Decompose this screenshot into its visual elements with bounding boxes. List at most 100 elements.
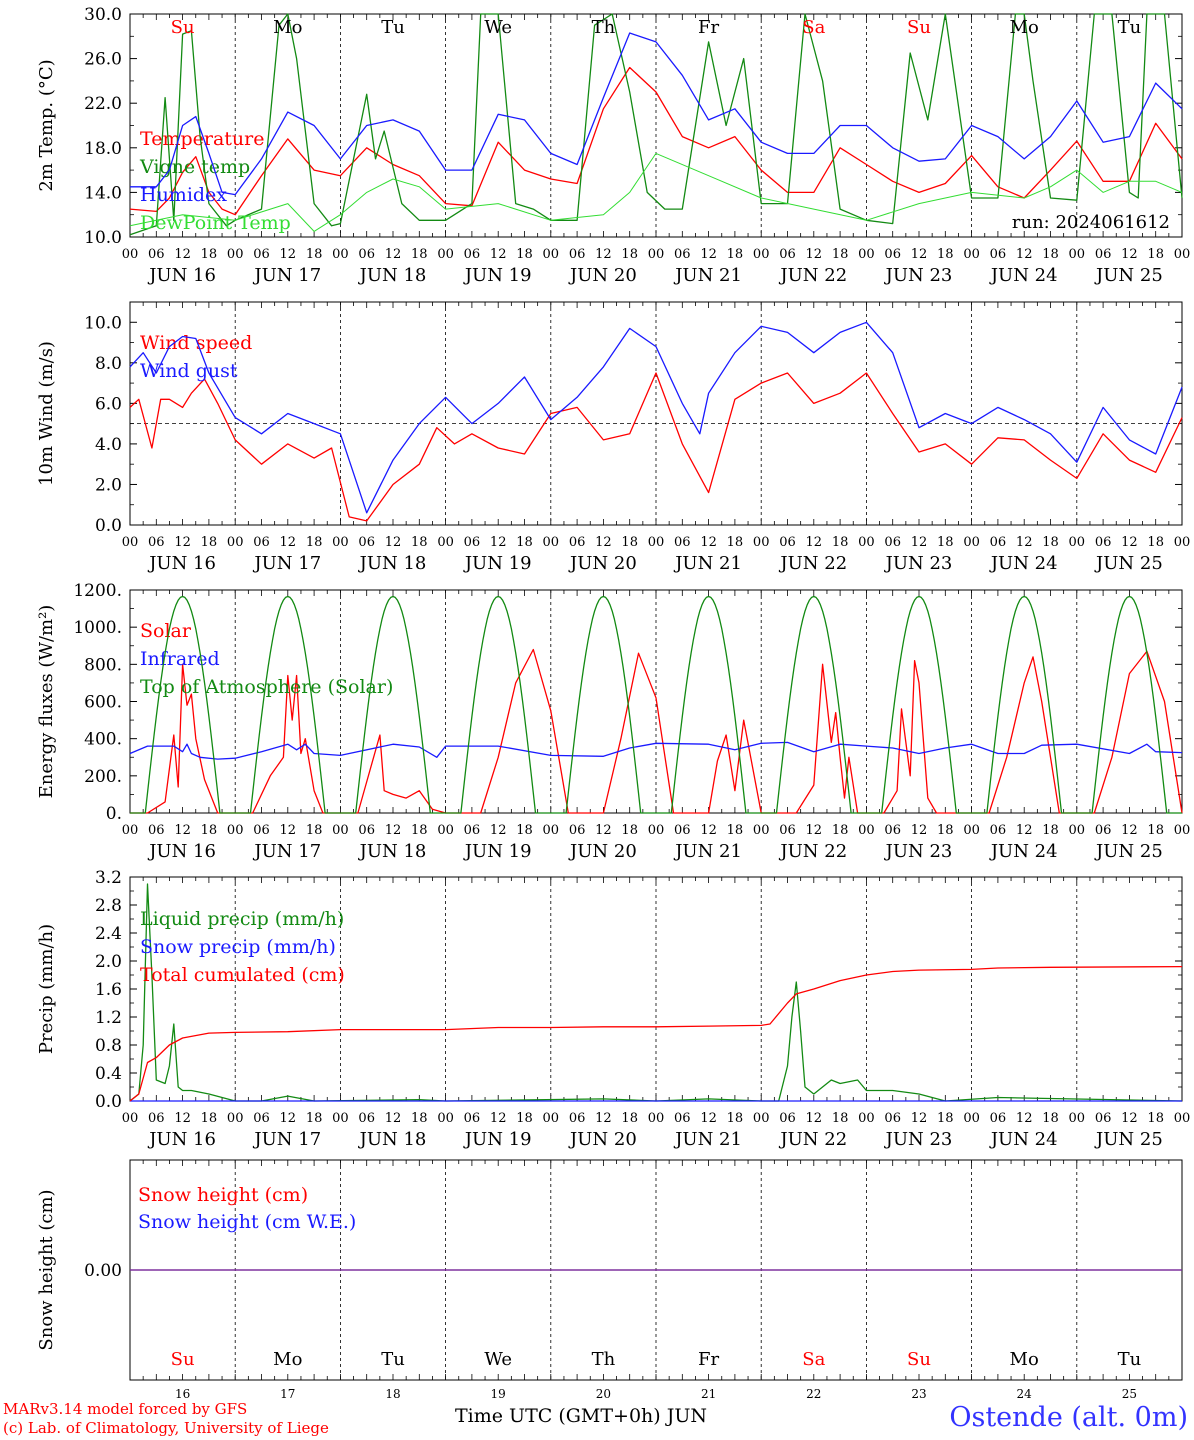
hour-tick-label: 18	[516, 823, 533, 838]
date-label: JUN 20	[568, 553, 637, 574]
date-label: JUN 16	[147, 265, 216, 286]
hour-tick-label: 12	[385, 535, 402, 550]
hour-tick-label: 18	[727, 1111, 744, 1126]
date-label: JUN 22	[778, 553, 847, 574]
hour-tick-label: 00	[437, 535, 454, 550]
legend-entry: Liquid precip (mm/h)	[140, 908, 344, 930]
series-line-wind-speed	[129, 372, 1183, 522]
hour-tick-label: 18	[621, 535, 638, 550]
day-number-label: 23	[911, 1387, 926, 1401]
date-label: JUN 18	[358, 265, 427, 286]
date-label: JUN 19	[463, 553, 532, 574]
hour-tick-label: 06	[358, 247, 375, 262]
day-number-label: 24	[1017, 1387, 1033, 1401]
hour-tick-label: 00	[543, 1111, 560, 1126]
hour-tick-label: 00	[543, 535, 560, 550]
hour-tick-label: 12	[1016, 247, 1033, 262]
legend-entry: Temperature	[140, 128, 264, 150]
date-label: JUN 17	[252, 841, 321, 862]
hour-tick-label: 12	[490, 247, 507, 262]
hour-tick-label: 12	[806, 247, 823, 262]
y-tick-label: 18.0	[84, 139, 122, 159]
hour-tick-label: 00	[122, 535, 139, 550]
y-tick-label: 0.0	[95, 516, 122, 536]
hour-tick-label: 18	[201, 247, 218, 262]
date-label: JUN 17	[252, 265, 321, 286]
hour-tick-label: 06	[148, 823, 165, 838]
hour-tick-label: 06	[990, 1111, 1007, 1126]
hour-tick-label: 12	[911, 823, 928, 838]
series-line-dewpoint-temp	[129, 152, 1183, 232]
hour-tick-label: 00	[963, 247, 980, 262]
hour-tick-label: 00	[227, 247, 244, 262]
date-label: JUN 21	[673, 265, 742, 286]
hour-tick-label: 06	[464, 1111, 481, 1126]
y-tick-label: 3.2	[95, 868, 122, 888]
y-tick-label: 800.	[84, 655, 122, 675]
hour-tick-label: 00	[963, 535, 980, 550]
date-label: JUN 20	[568, 841, 637, 862]
weekday-label: Sa	[802, 17, 825, 38]
hour-tick-label: 18	[727, 247, 744, 262]
hour-tick-label: 18	[1042, 247, 1059, 262]
hour-tick-label: 18	[411, 823, 428, 838]
hour-tick-label: 18	[1042, 535, 1059, 550]
weekday-label-bottom: Mo	[1010, 1349, 1039, 1370]
hour-tick-label: 06	[674, 535, 691, 550]
hour-tick-label: 00	[753, 535, 770, 550]
date-label: JUN 24	[989, 1129, 1058, 1150]
y-axis-label: Energy fluxes (W/m²)	[36, 605, 57, 799]
hour-tick-label: 00	[753, 823, 770, 838]
credit-line-1: MARv3.14 model forced by GFS	[3, 1400, 248, 1418]
hour-tick-label: 12	[1016, 1111, 1033, 1126]
hour-tick-label: 12	[595, 247, 612, 262]
date-label: JUN 21	[673, 553, 742, 574]
hour-tick-label: 06	[779, 823, 796, 838]
date-label: JUN 23	[884, 553, 953, 574]
legend-entry: Infrared	[140, 648, 220, 670]
hour-tick-label: 12	[490, 535, 507, 550]
legend-entry: Vigne temp	[139, 156, 250, 178]
hour-tick-label: 18	[1147, 535, 1164, 550]
hour-tick-label: 12	[280, 247, 297, 262]
hour-tick-label: 00	[858, 535, 875, 550]
hour-tick-label: 06	[779, 1111, 796, 1126]
weekday-label: Su	[907, 17, 931, 38]
series-line-humidex	[130, 32, 1183, 196]
hour-tick-label: 06	[464, 535, 481, 550]
day-number-label: 19	[491, 1387, 506, 1401]
hour-tick-label: 18	[306, 247, 323, 262]
hour-tick-label: 06	[884, 535, 901, 550]
station-label: Ostende (alt. 0m)	[949, 1402, 1188, 1433]
y-axis-label: 2m Temp. (°C)	[36, 59, 57, 191]
y-tick-label: 6.0	[95, 394, 122, 414]
hour-tick-label: 18	[832, 823, 849, 838]
series-line-wind-gust	[129, 321, 1183, 514]
hour-tick-label: 00	[753, 1111, 770, 1126]
hour-tick-label: 00	[648, 535, 665, 550]
day-number-label: 25	[1122, 1387, 1137, 1401]
hour-tick-label: 12	[911, 1111, 928, 1126]
y-axis-label: 10m Wind (m/s)	[36, 341, 57, 486]
hour-tick-label: 18	[201, 535, 218, 550]
day-number-label: 18	[385, 1387, 400, 1401]
hour-tick-label: 06	[674, 823, 691, 838]
date-label: JUN 22	[778, 1129, 847, 1150]
hour-tick-label: 06	[464, 247, 481, 262]
hour-tick-label: 18	[727, 823, 744, 838]
hour-tick-label: 12	[806, 1111, 823, 1126]
hour-tick-label: 06	[884, 823, 901, 838]
hour-tick-label: 06	[358, 823, 375, 838]
weekday-label-bottom: Su	[171, 1349, 195, 1370]
hour-tick-label: 12	[700, 535, 717, 550]
hour-tick-label: 12	[911, 535, 928, 550]
legend-entry: Total cumulated (cm)	[140, 964, 345, 986]
weekday-label-bottom: Mo	[273, 1349, 302, 1370]
hour-tick-label: 12	[490, 823, 507, 838]
hour-tick-label: 00	[1174, 535, 1191, 550]
day-number-label: 20	[596, 1387, 611, 1401]
hour-tick-label: 18	[937, 1111, 954, 1126]
hour-tick-label: 00	[332, 535, 349, 550]
hour-tick-label: 00	[1069, 535, 1086, 550]
hour-tick-label: 18	[306, 823, 323, 838]
